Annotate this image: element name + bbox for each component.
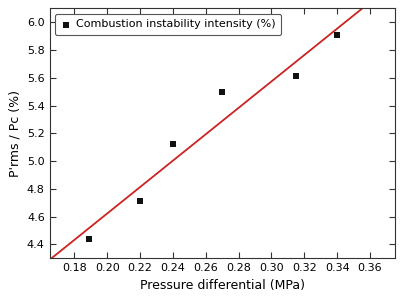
Combustion instability intensity (%) — [137, 199, 143, 204]
Combustion instability intensity (%) — [293, 74, 299, 79]
Combustion instability intensity (%) — [170, 142, 176, 147]
Combustion instability intensity (%) — [334, 32, 341, 37]
X-axis label: Pressure differential (MPa): Pressure differential (MPa) — [140, 279, 305, 292]
Combustion instability intensity (%) — [219, 89, 225, 94]
Y-axis label: P'rms / Pc (%): P'rms / Pc (%) — [8, 90, 21, 177]
Combustion instability intensity (%) — [86, 236, 92, 241]
Legend: Combustion instability intensity (%): Combustion instability intensity (%) — [55, 14, 281, 35]
